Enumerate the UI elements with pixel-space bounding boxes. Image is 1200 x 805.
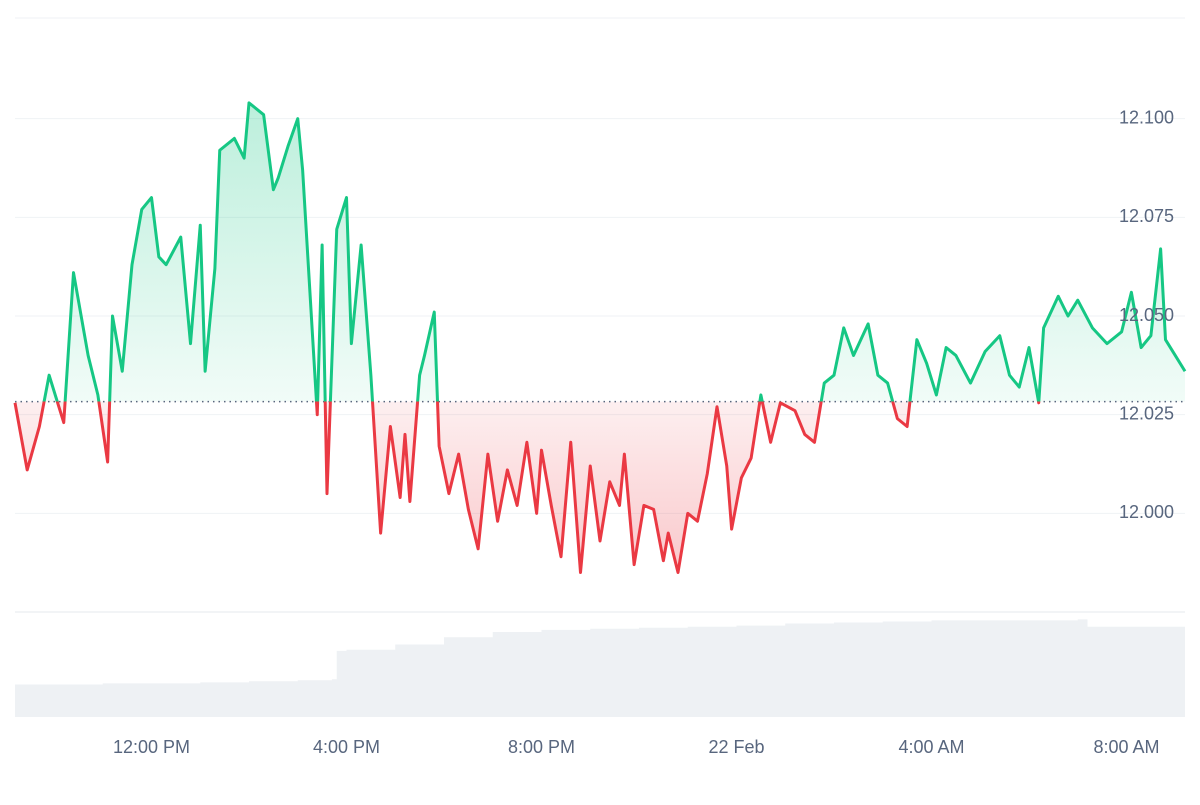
x-tick-label: 8:00 PM: [508, 737, 575, 757]
x-tick-label: 22 Feb: [708, 737, 764, 757]
price-line: [13, 101, 1187, 575]
x-tick-label: 4:00 PM: [313, 737, 380, 757]
price-area: [15, 102, 1185, 573]
y-tick-label: 12.025: [1119, 403, 1174, 423]
volume-layer: [15, 619, 1185, 717]
volume-area: [15, 619, 1185, 717]
x-tick-label: 12:00 PM: [113, 737, 190, 757]
labels: 12.000 12.025 12.050 12.075 12.100 12:00 PM 4:…: [113, 107, 1174, 756]
y-tick-label: 12.000: [1119, 502, 1174, 522]
x-tick-label: 4:00 AM: [898, 737, 964, 757]
y-tick-label: 12.050: [1119, 305, 1174, 325]
plot-layer: [13, 101, 1187, 575]
y-tick-label: 12.100: [1119, 107, 1174, 127]
x-tick-label: 8:00 AM: [1093, 737, 1159, 757]
y-tick-label: 12.075: [1119, 206, 1174, 226]
